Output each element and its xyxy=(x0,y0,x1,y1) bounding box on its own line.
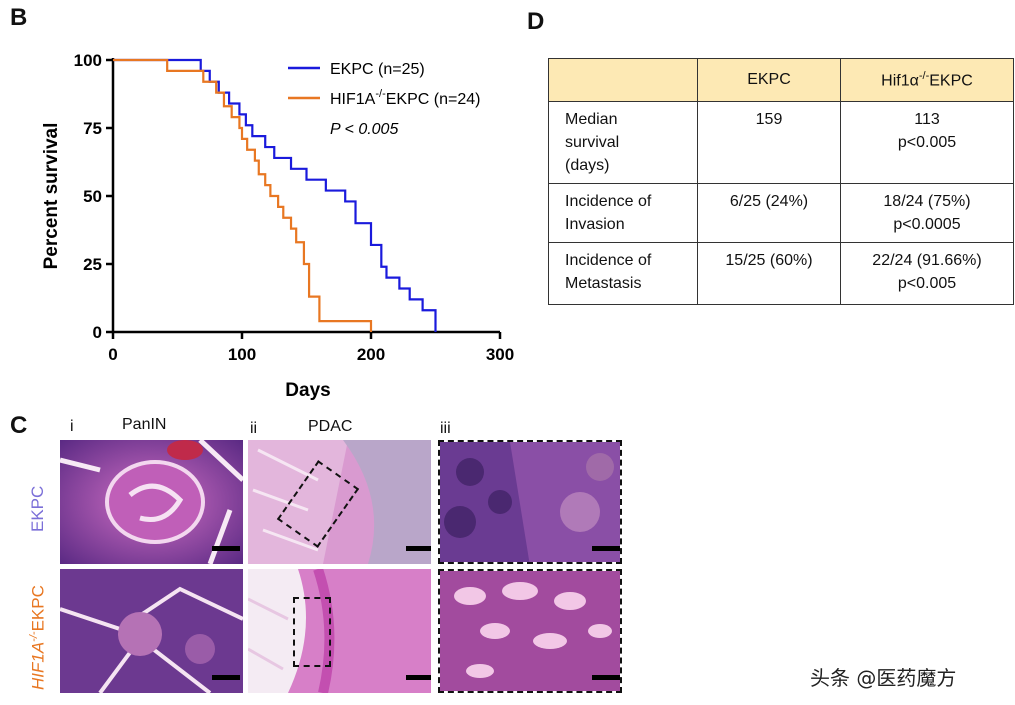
row-label-hif: HIF1A-/-EKPC xyxy=(28,585,49,690)
table-row: Median survival (days) 159 113 p<0.005 xyxy=(548,101,1014,184)
cell-metastasis-hif: 22/24 (91.66%) p<0.005 xyxy=(840,242,1014,305)
col-ii-label: ii xyxy=(250,420,258,437)
scale-bar xyxy=(592,546,620,551)
scale-bar xyxy=(212,546,240,551)
row-label-metastasis: Incidence of Metastasis xyxy=(548,242,698,305)
panel-letter-b: B xyxy=(10,4,28,31)
summary-table: EKPC Hif1α-/-EKPC Median survival (days) 1… xyxy=(548,58,1014,305)
survival-curve-hif xyxy=(113,58,373,332)
scale-bar xyxy=(406,546,431,551)
x-tick-label: 300 xyxy=(486,345,514,364)
row-label-median: Median survival (days) xyxy=(548,101,698,184)
cell-metastasis-ekpc: 15/25 (60%) xyxy=(697,242,841,305)
y-tick-label: 25 xyxy=(83,255,102,274)
row-hif-text: HIF1A xyxy=(28,641,48,690)
col-i-title: PanIN xyxy=(122,416,167,433)
col-i-label: i xyxy=(70,418,74,435)
panel-letter-d: D xyxy=(527,8,545,35)
survival-chart: 0 25 50 75 100 0 100 200 300 Percent survival Da… xyxy=(41,51,514,401)
zoom-region-box xyxy=(293,597,331,667)
y-axis-label: Percent survival xyxy=(41,123,62,270)
cell-median-hif: 113 p<0.005 xyxy=(840,101,1014,184)
table-header-hif-sup: -/- xyxy=(918,69,930,82)
table-header-hif-suffix: EKPC xyxy=(929,72,973,90)
survival-curve-ekpc xyxy=(113,58,437,332)
cell-invasion-hif: 18/24 (75%) p<0.0005 xyxy=(840,183,1014,243)
y-tick-label: 0 xyxy=(93,323,102,342)
histology-ekpc-zoom xyxy=(438,440,622,564)
row-hif-sup: -/- xyxy=(28,631,40,642)
histology-hif-panin xyxy=(60,569,243,693)
histology-hif-pdac xyxy=(248,569,431,693)
table-row: Incidence of Invasion 6/25 (24%) 18/24 (7… xyxy=(548,183,1014,243)
y-tick-label: 75 xyxy=(83,119,102,138)
row-hif-suffix: EKPC xyxy=(28,585,48,632)
legend-ekpc-label: EKPC (n=25) xyxy=(330,61,425,78)
row-label-invasion: Incidence of Invasion xyxy=(548,183,698,243)
x-tick-label: 200 xyxy=(357,345,385,364)
scale-bar xyxy=(212,675,240,680)
table-row: Incidence of Metastasis 15/25 (60%) 22/24… xyxy=(548,242,1014,305)
scale-bar xyxy=(592,675,620,680)
col-iii-label: iii xyxy=(440,420,451,437)
row-label-ekpc: EKPC xyxy=(28,485,47,532)
table-header-blank xyxy=(548,58,698,102)
histology-hif-zoom xyxy=(438,569,622,693)
y-tick-label: 50 xyxy=(83,187,102,206)
panel-letter-c: C xyxy=(10,412,28,439)
x-axis-label: Days xyxy=(285,380,330,401)
watermark: 头条 @医药魔方 xyxy=(810,666,957,690)
col-ii-title: PDAC xyxy=(308,418,353,435)
table-header-hif: Hif1α-/-EKPC xyxy=(840,58,1014,102)
table-header-hif-text: Hif1α xyxy=(881,72,919,90)
cell-invasion-ekpc: 6/25 (24%) xyxy=(697,183,841,243)
x-tick-label: 0 xyxy=(108,345,117,364)
p-value-annotation: P < 0.005 xyxy=(330,121,398,138)
histology-ekpc-panin xyxy=(60,440,243,564)
histology-ekpc-pdac xyxy=(248,440,431,564)
legend-hif-label: HIF1A-/-EKPC (n=24) xyxy=(330,88,480,108)
table-header-ekpc: EKPC xyxy=(697,58,841,102)
cell-median-ekpc: 159 xyxy=(697,101,841,184)
table-header-row: EKPC Hif1α-/-EKPC xyxy=(548,58,1014,102)
x-tick-label: 100 xyxy=(228,345,256,364)
scale-bar xyxy=(406,675,431,680)
y-tick-label: 100 xyxy=(74,51,102,70)
